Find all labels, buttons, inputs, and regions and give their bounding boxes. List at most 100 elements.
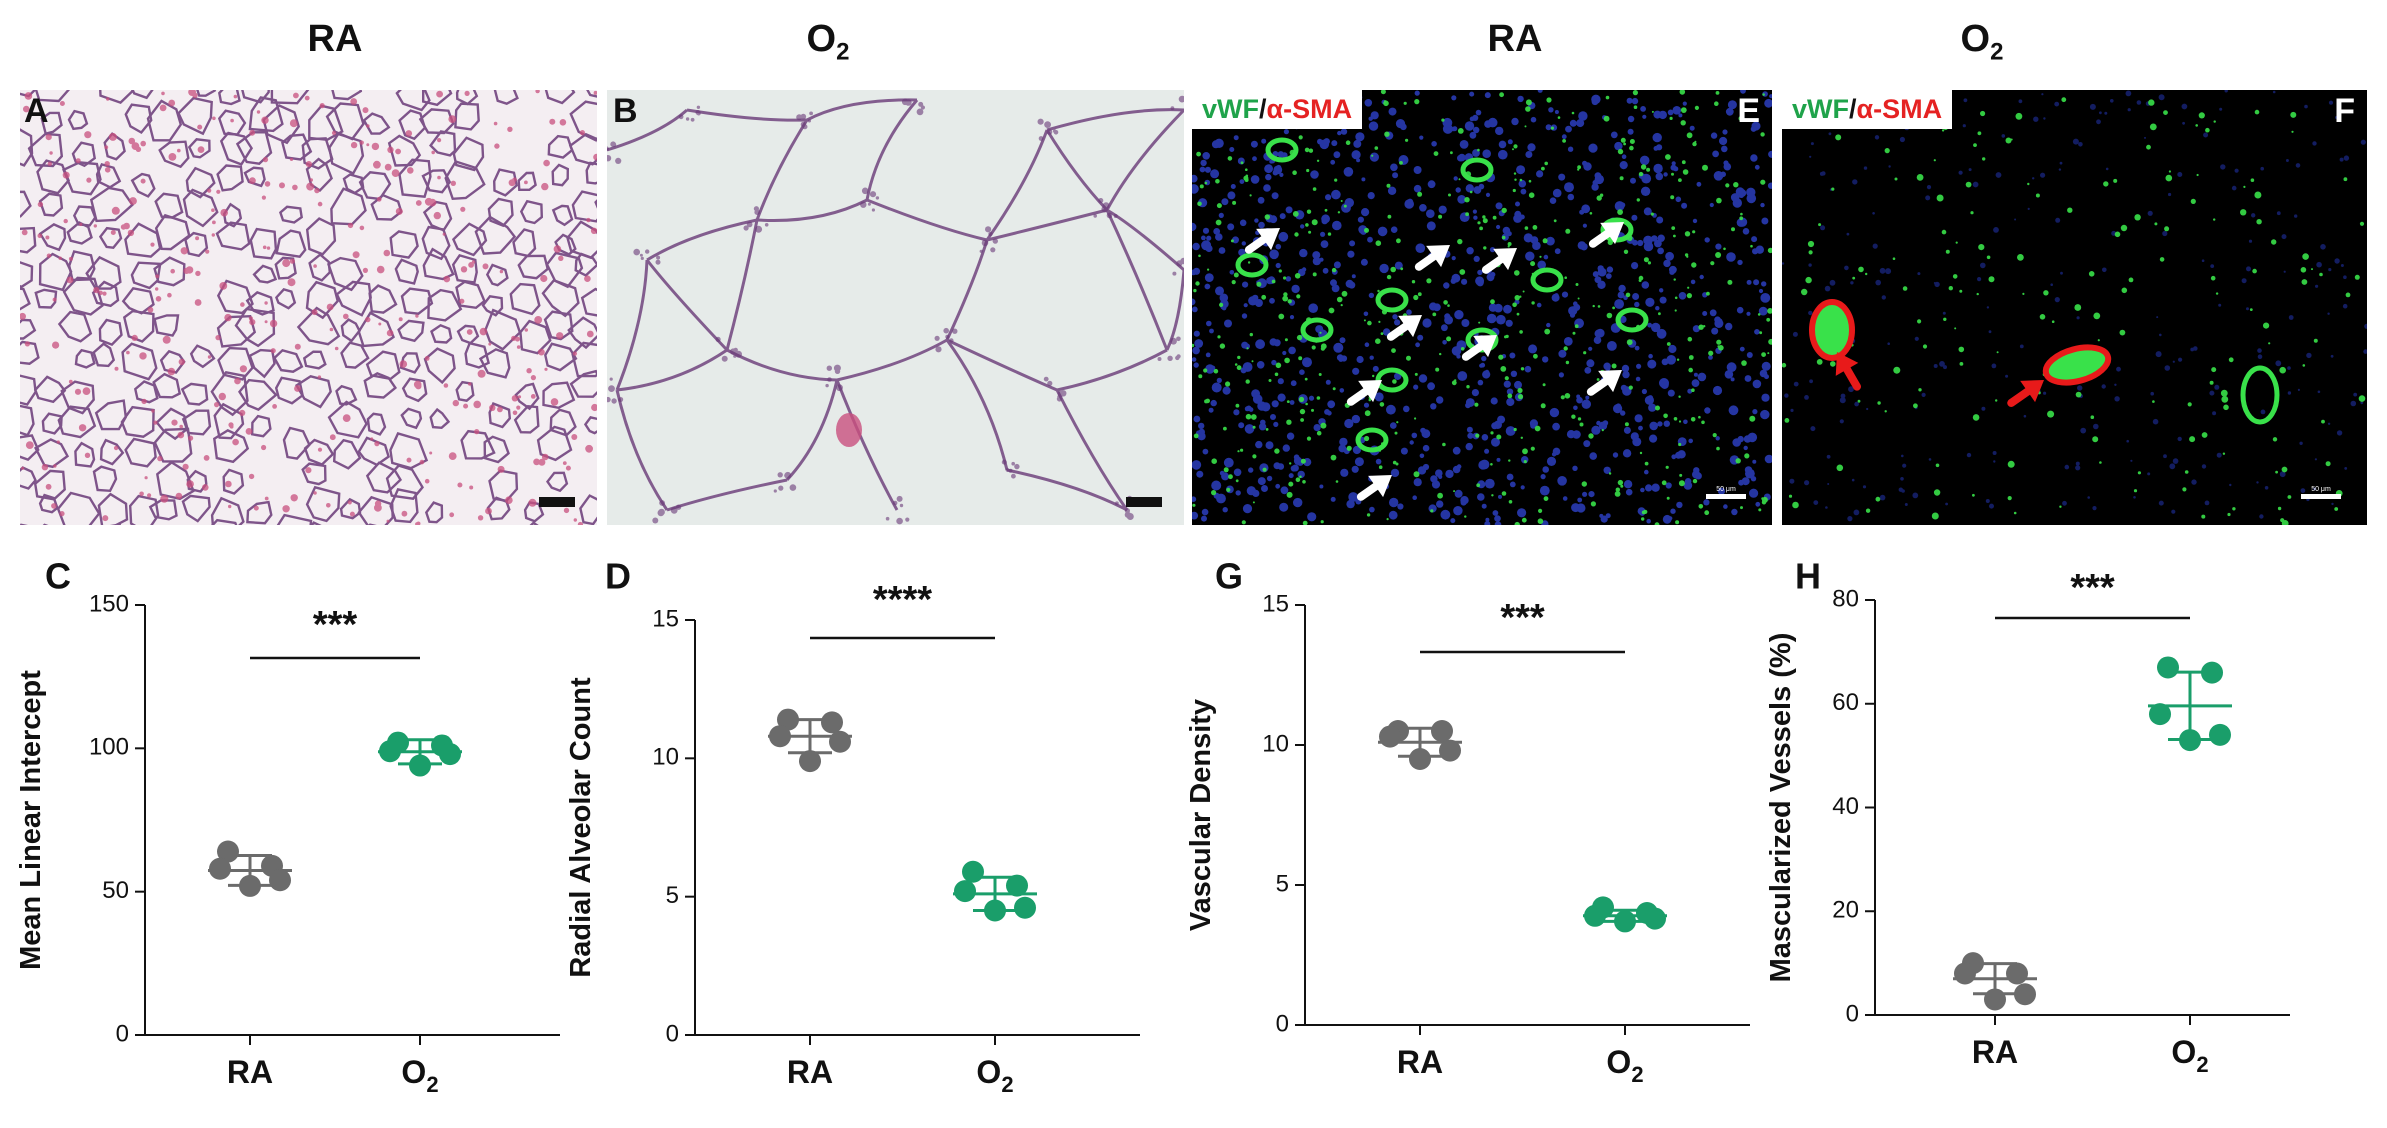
nucleus — [945, 334, 950, 339]
nucleus — [1588, 143, 1598, 153]
nucleus — [1369, 355, 1374, 360]
vwf-speck — [1740, 212, 1743, 216]
nucleus — [1256, 361, 1265, 369]
vwf-speck — [1384, 131, 1390, 137]
nucleus — [293, 92, 299, 99]
nucleus — [1277, 151, 1284, 158]
vwf-speck — [1396, 238, 1401, 244]
scale-bar-label: 50 μm — [1716, 486, 1736, 493]
nucleus — [1375, 458, 1382, 465]
nucleus — [24, 92, 33, 100]
nucleus — [1353, 139, 1362, 148]
nucleus — [264, 496, 269, 501]
nucleus — [1044, 121, 1051, 128]
vwf-speck — [2119, 329, 2126, 336]
nucleus — [203, 455, 210, 461]
vwf-speck — [1195, 281, 1200, 286]
nucleus — [1257, 401, 1267, 411]
nucleus — [2064, 464, 2070, 470]
vwf-speck — [2358, 395, 2366, 402]
nucleus — [1211, 480, 1222, 491]
nucleus — [869, 191, 877, 198]
vwf-speck — [1933, 159, 1936, 162]
nucleus — [696, 105, 701, 109]
septum — [866, 198, 988, 242]
nucleus — [1229, 270, 1235, 275]
nucleus — [2203, 132, 2209, 138]
nucleus — [1252, 489, 1260, 497]
nucleus — [1465, 398, 1475, 407]
scale-bar — [1126, 497, 1162, 507]
nucleus — [2102, 267, 2107, 273]
dapi-nuclei — [1192, 90, 1772, 525]
alveolus — [585, 161, 597, 185]
data-point — [409, 754, 431, 777]
vwf-speck — [2168, 170, 2171, 173]
nucleus — [1721, 145, 1728, 153]
alveolus — [274, 376, 304, 405]
nucleus — [1752, 248, 1759, 255]
nucleus — [84, 452, 91, 458]
vwf-speck — [1562, 139, 1566, 143]
nucleus — [1001, 459, 1007, 465]
nucleus — [2210, 264, 2215, 268]
vwf-speck — [1292, 211, 1299, 217]
nucleus — [2316, 261, 2322, 268]
nucleus — [1655, 172, 1664, 181]
alveolus — [452, 136, 485, 172]
nucleus — [1704, 407, 1711, 414]
vwf-speck — [2195, 124, 2198, 127]
y-tick-label: 150 — [89, 590, 129, 617]
vwf-speck — [1298, 135, 1303, 140]
septum — [615, 259, 649, 391]
vwf-speck — [1328, 307, 1335, 314]
vwf-speck — [1749, 415, 1756, 422]
nucleus — [1213, 228, 1221, 235]
nucleus — [1241, 241, 1246, 246]
septum — [865, 99, 919, 201]
nucleus — [1431, 141, 1437, 147]
nucleus — [1719, 136, 1728, 146]
nucleus — [1352, 445, 1361, 455]
nucleus — [1046, 129, 1053, 135]
nucleus — [1631, 214, 1638, 221]
nucleus — [431, 150, 436, 155]
vwf-speck — [1620, 137, 1626, 143]
nucleus — [1325, 379, 1331, 385]
nucleus — [571, 434, 578, 440]
alveolus — [335, 384, 358, 406]
nucleus — [871, 208, 875, 212]
alveolus — [328, 132, 365, 175]
nucleus — [1690, 279, 1696, 285]
alveolus — [551, 204, 574, 227]
vwf-speck — [1505, 334, 1509, 339]
vwf-speck — [1641, 517, 1645, 521]
vwf-speck — [1678, 480, 1685, 487]
nucleus — [1684, 478, 1692, 485]
nucleus — [1569, 119, 1577, 127]
nucleus — [2130, 459, 2133, 462]
alveolus — [33, 375, 67, 404]
nucleus — [1567, 193, 1575, 201]
nucleus — [1668, 516, 1673, 521]
vwf-speck — [2252, 268, 2257, 274]
alveolus — [148, 499, 178, 521]
vwf-speck — [1380, 90, 1386, 95]
nucleus — [1331, 140, 1338, 147]
nucleus — [1688, 438, 1693, 444]
nucleus — [2246, 307, 2249, 311]
nucleus — [1740, 90, 1746, 94]
nucleus — [349, 511, 355, 517]
vwf-speck — [1540, 403, 1546, 409]
vwf-speck — [2222, 452, 2226, 455]
vwf-speck — [2164, 226, 2170, 232]
nucleus — [1275, 262, 1281, 269]
nucleus — [1703, 499, 1710, 506]
nucleus — [1421, 429, 1431, 439]
nucleus — [1285, 206, 1293, 214]
nucleus — [1715, 436, 1720, 441]
nucleus — [1419, 204, 1427, 212]
vwf-speck — [1784, 418, 1790, 423]
vwf-speck — [1625, 292, 1631, 298]
nucleus — [84, 131, 92, 139]
